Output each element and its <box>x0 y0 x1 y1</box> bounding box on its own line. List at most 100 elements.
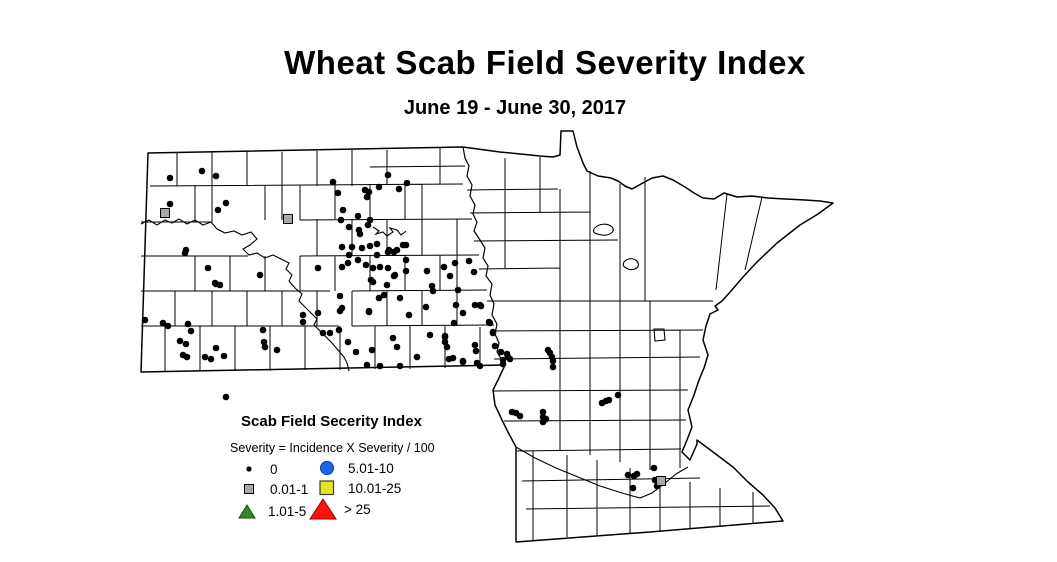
severity-0-point <box>344 259 352 267</box>
severity-0-point <box>273 346 281 354</box>
mn-county-lines <box>466 157 771 540</box>
severity-0-point <box>384 248 392 256</box>
missouri-river <box>140 218 350 372</box>
severity-0-point <box>413 353 421 361</box>
severity-0-point <box>402 267 410 275</box>
severity-0-point <box>334 189 342 197</box>
severity-0-point <box>402 256 410 264</box>
severity-0-point <box>184 320 192 328</box>
severity-0-point <box>212 172 220 180</box>
severity-0-point <box>363 361 371 369</box>
severity-0-point <box>364 221 372 229</box>
severity-0-point <box>393 343 401 351</box>
severity-0-point <box>376 263 384 271</box>
leech-lake <box>622 258 639 271</box>
severity-0-point <box>369 264 377 272</box>
severity-0-point <box>338 263 346 271</box>
severity-0-point <box>141 316 149 324</box>
devils-lake <box>372 226 407 237</box>
severity-0-point <box>375 294 383 302</box>
severity-0-point <box>516 412 524 420</box>
severity-low-point <box>656 476 666 486</box>
severity-0-point <box>166 174 174 182</box>
severity-0-point <box>345 251 353 259</box>
severity-0-point <box>222 199 230 207</box>
severity-0-point <box>491 342 499 350</box>
severity-0-point <box>471 341 479 349</box>
severity-0-point <box>354 212 362 220</box>
severity-0-point <box>428 282 436 290</box>
severity-0-point <box>459 357 467 365</box>
severity-0-point <box>176 337 184 345</box>
severity-0-point <box>443 343 451 351</box>
severity-low-point <box>283 214 293 224</box>
severity-0-point <box>489 328 497 336</box>
severity-0-point <box>384 171 392 179</box>
severity-0-point <box>366 216 374 224</box>
severity-0-point <box>441 338 449 346</box>
severity-0-point <box>376 362 384 370</box>
severity-0-point <box>629 484 637 492</box>
severity-0-point <box>624 471 632 479</box>
severity-0-point <box>405 311 413 319</box>
severity-0-point <box>335 326 343 334</box>
severity-0-point <box>375 183 383 191</box>
severity-0-point <box>390 248 398 256</box>
severity-0-point <box>539 408 547 416</box>
severity-0-point <box>395 185 403 193</box>
severity-0-point <box>362 261 370 269</box>
nd-county-lines <box>141 148 495 371</box>
severity-0-point <box>354 256 362 264</box>
severity-0-point <box>326 329 334 337</box>
severity-0-point <box>366 242 374 250</box>
severity-0-point <box>426 331 434 339</box>
severity-0-point <box>336 292 344 300</box>
severity-0-point <box>451 259 459 267</box>
severity-0-point <box>403 179 411 187</box>
severity-0-point <box>166 200 174 208</box>
severity-0-point <box>423 267 431 275</box>
severity-0-point <box>614 391 622 399</box>
severity-0-point <box>214 206 222 214</box>
county-lines <box>141 148 771 540</box>
severity-0-point <box>336 307 344 315</box>
severity-0-point <box>470 268 478 276</box>
rivers-lakes <box>140 218 689 499</box>
severity-0-point <box>220 352 228 360</box>
severity-0-point <box>465 257 473 265</box>
mille-lacs-lake <box>653 328 666 342</box>
severity-0-point <box>260 338 268 346</box>
severity-0-point <box>259 326 267 334</box>
severity-0-point <box>383 281 391 289</box>
severity-0-point <box>368 346 376 354</box>
severity-0-point <box>450 319 458 327</box>
severity-0-point <box>440 263 448 271</box>
severity-0-point <box>389 334 397 342</box>
severity-0-point <box>506 355 514 363</box>
severity-0-point <box>365 188 373 196</box>
severity-0-point <box>314 264 322 272</box>
severity-0-point <box>380 291 388 299</box>
severity-0-point <box>472 347 480 355</box>
severity-0-point <box>348 243 356 251</box>
severity-0-point <box>345 223 353 231</box>
severity-0-point <box>363 193 371 201</box>
severity-0-point <box>429 287 437 295</box>
nd-mn-outline <box>140 130 834 543</box>
severity-low-point <box>160 208 170 218</box>
minnesota-river <box>515 446 689 499</box>
state-outlines <box>140 130 834 543</box>
severity-0-point <box>338 243 346 251</box>
page-subtitle: June 19 - June 30, 2017 <box>403 97 627 119</box>
severity-0-point <box>187 327 195 335</box>
severity-0-point <box>164 322 172 330</box>
severity-0-point <box>352 348 360 356</box>
severity-0-point <box>222 393 230 401</box>
severity-0-point <box>299 318 307 326</box>
severity-0-point <box>476 362 484 370</box>
severity-0-point <box>356 230 364 238</box>
severity-0-point <box>422 303 430 311</box>
severity-0-point <box>216 281 224 289</box>
severity-0-point <box>499 360 507 368</box>
severity-0-point <box>650 464 658 472</box>
